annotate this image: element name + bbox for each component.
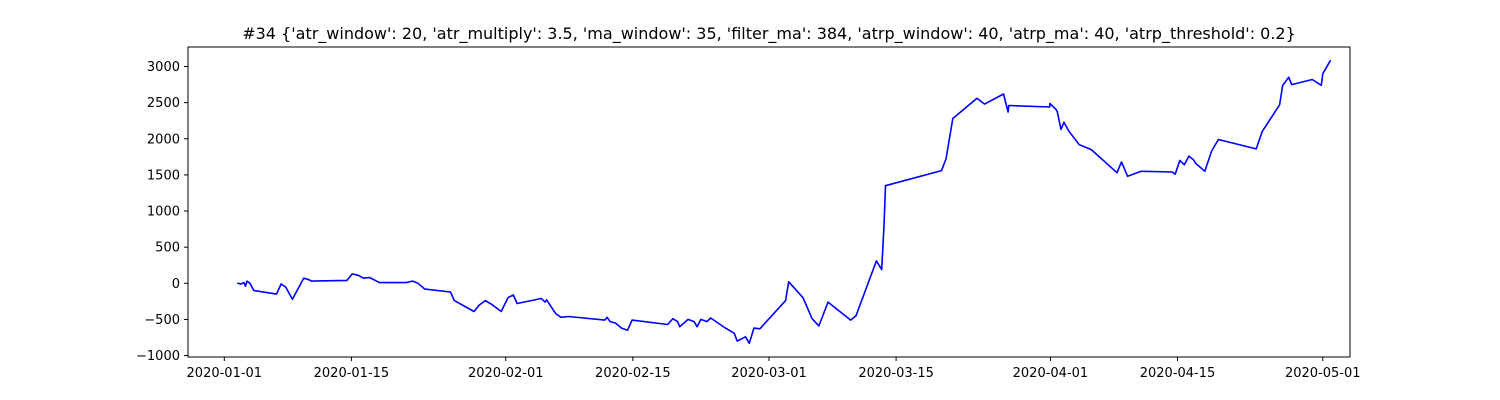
y-tick-label: 1500	[147, 168, 180, 183]
y-tick-label: 2000	[147, 132, 180, 147]
y-tick-label: 500	[155, 241, 180, 256]
y-tick-label: 1000	[147, 205, 180, 220]
y-tick-label: 0	[172, 277, 180, 292]
x-tick-label: 2020-05-01	[1285, 366, 1361, 381]
chart-title: #34 {'atr_window': 20, 'atr_multiply': 3…	[242, 24, 1296, 44]
x-tick-label: 2020-03-15	[858, 366, 934, 381]
y-tick-label: −1000	[136, 349, 180, 364]
series-line	[237, 59, 1332, 345]
x-tick-label: 2020-03-01	[731, 366, 807, 381]
x-tick-label: 2020-02-01	[468, 366, 544, 381]
y-tick-label: −500	[144, 313, 180, 328]
x-tick-label: 2020-04-15	[1140, 366, 1216, 381]
x-tick-label: 2020-04-01	[1013, 366, 1089, 381]
plot-frame	[187, 46, 1351, 358]
y-tick-label: 2500	[147, 96, 180, 111]
plot-area	[237, 59, 1332, 345]
y-axis: −1000 −500 0 500 1000 1500 2000 2500 3000	[136, 60, 188, 364]
y-tick-label: 3000	[147, 60, 180, 75]
x-tick-label: 2020-01-01	[187, 366, 263, 381]
x-tick-label: 2020-02-15	[595, 366, 671, 381]
x-tick-label: 2020-01-15	[314, 366, 390, 381]
x-axis: 2020-01-01 2020-01-15 2020-02-01 2020-02-15…	[187, 357, 1361, 381]
